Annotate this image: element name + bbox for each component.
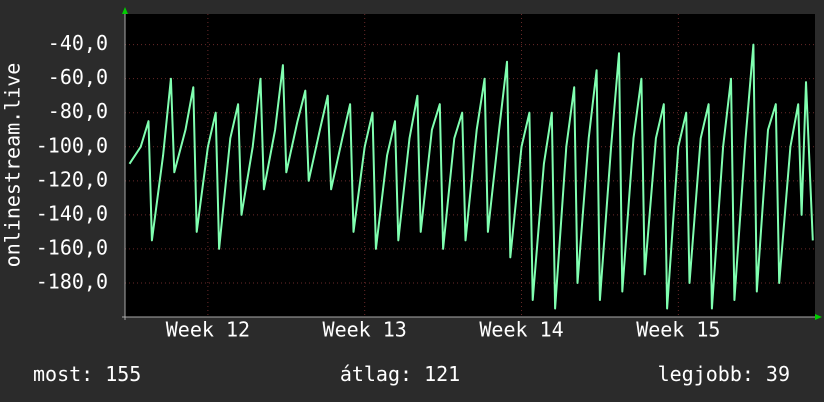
axis-arrow [815, 314, 822, 320]
x-tick-label: Week 15 [636, 318, 720, 342]
y-tick-label: -140,0 [36, 201, 108, 225]
y-tick-label: -180,0 [36, 269, 108, 293]
y-tick-label: -100,0 [36, 133, 108, 157]
data-line [128, 43, 814, 310]
y-tick-label: -120,0 [36, 167, 108, 191]
footer-label: most: [33, 362, 93, 386]
footer-label: átlag: [340, 362, 412, 386]
footer-stat: most: 155 [33, 362, 141, 386]
footer-value: 155 [105, 362, 141, 386]
footer-label: legjobb: [658, 362, 754, 386]
y-tick-label: -60,0 [48, 65, 108, 89]
footer-stat: átlag: 121 [340, 362, 460, 386]
footer-stat: legjobb: 39 [658, 362, 790, 386]
y-tick-label: -80,0 [48, 99, 108, 123]
footer-value: 39 [766, 362, 790, 386]
footer-value: 121 [424, 362, 460, 386]
y-axis-label: onlinestream.live [1, 63, 25, 268]
axis-arrow [122, 7, 128, 14]
y-tick-label: -160,0 [36, 235, 108, 259]
x-tick-label: Week 14 [479, 318, 563, 342]
x-tick-label: Week 12 [166, 318, 250, 342]
y-tick-label: -40,0 [48, 31, 108, 55]
x-tick-label: Week 13 [323, 318, 407, 342]
